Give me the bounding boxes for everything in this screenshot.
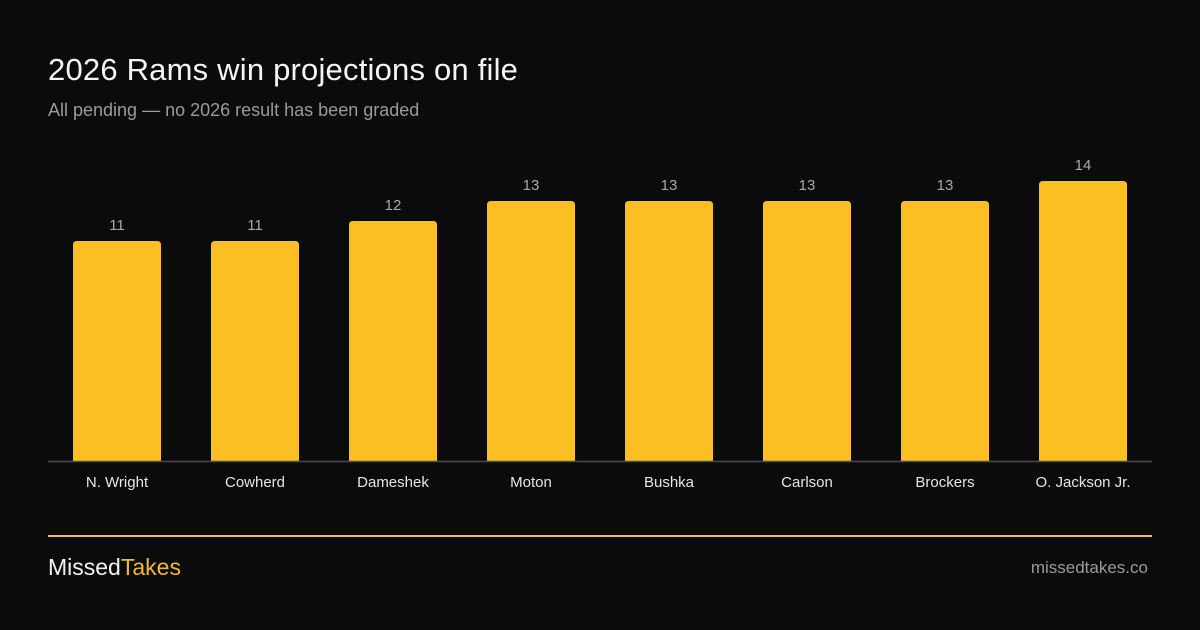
bar-chart: 11 N. Wright 11 Cowherd 12 Dameshek 13 Moton 13 B… <box>48 157 1152 491</box>
bar-bushka <box>625 201 713 461</box>
bar-value-label: 14 <box>1075 157 1092 174</box>
chart-title: 2026 Rams win projections on file <box>48 52 519 87</box>
bar-value-label: 11 <box>247 217 263 234</box>
bar-dameshek <box>349 221 437 461</box>
bar-brockers <box>901 201 989 461</box>
brand-logo-part2: Takes <box>120 554 181 580</box>
category-label: Dameshek <box>357 474 429 491</box>
chart-subtitle: All pending — no 2026 result has been gr… <box>48 100 420 120</box>
bar-o-jackson-jr <box>1039 181 1127 461</box>
category-label: Cowherd <box>225 474 285 491</box>
brand-logo: MissedTakes <box>48 554 181 581</box>
category-label: Bushka <box>644 474 695 491</box>
bar-value-label: 13 <box>937 177 954 194</box>
bar-value-label: 13 <box>523 177 540 194</box>
bar-n-wright <box>73 241 161 461</box>
category-label: N. Wright <box>86 474 149 491</box>
bar-value-label: 13 <box>661 177 678 194</box>
category-label: Moton <box>510 474 552 491</box>
bar-value-label: 13 <box>799 177 816 194</box>
brand-logo-part1: Missed <box>48 554 121 580</box>
bar-carlson <box>763 201 851 461</box>
bar-value-label: 11 <box>109 217 125 234</box>
category-label: O. Jackson Jr. <box>1035 474 1130 491</box>
category-label: Carlson <box>781 474 833 491</box>
bar-value-label: 12 <box>385 197 402 214</box>
bar-moton <box>487 201 575 461</box>
site-domain: missedtakes.co <box>1030 558 1148 577</box>
footer-divider <box>48 535 1152 537</box>
bar-cowherd <box>211 241 299 461</box>
category-label: Brockers <box>915 474 974 491</box>
